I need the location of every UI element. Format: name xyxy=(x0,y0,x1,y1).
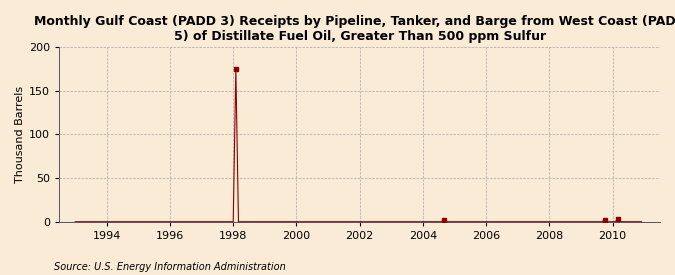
Text: Source: U.S. Energy Information Administration: Source: U.S. Energy Information Administ… xyxy=(54,262,286,272)
Title: Monthly Gulf Coast (PADD 3) Receipts by Pipeline, Tanker, and Barge from West Co: Monthly Gulf Coast (PADD 3) Receipts by … xyxy=(34,15,675,43)
Y-axis label: Thousand Barrels: Thousand Barrels xyxy=(15,86,25,183)
